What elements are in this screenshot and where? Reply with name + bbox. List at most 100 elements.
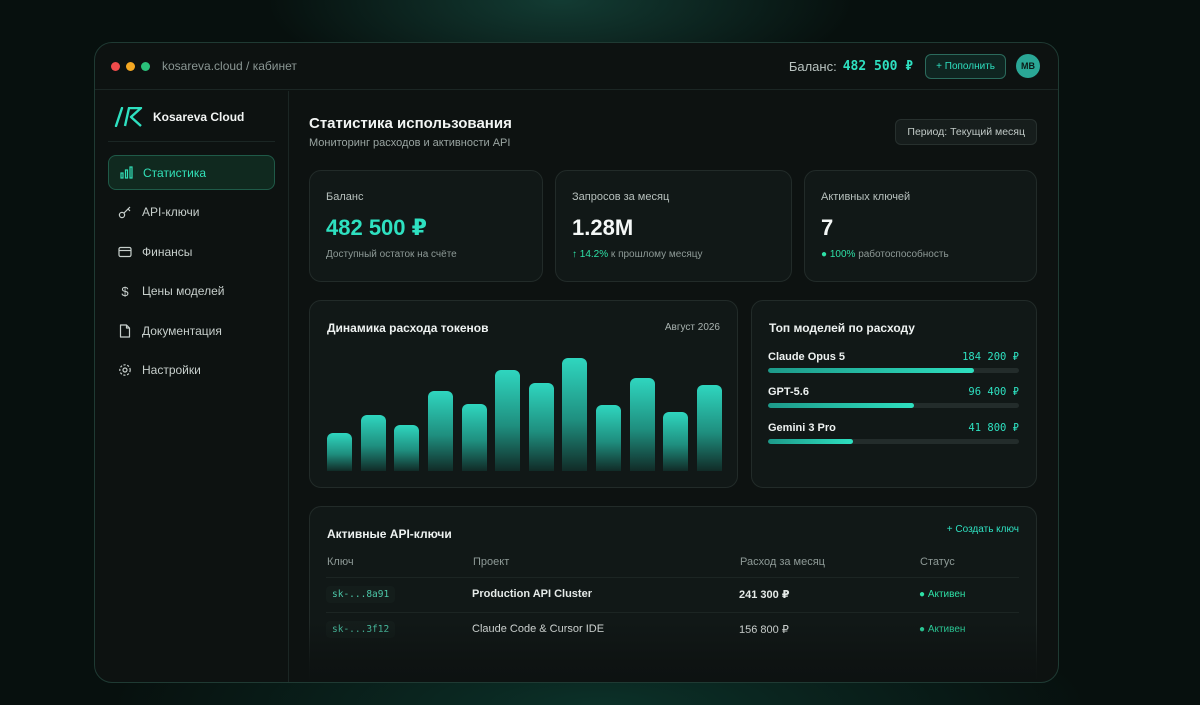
column-header-status[interactable]: Статус: [920, 556, 955, 568]
model-row: Claude Opus 5 184 200 ₽: [768, 351, 1019, 373]
chart-bar[interactable]: [461, 404, 487, 471]
top-models-title: Топ моделей по расходу: [769, 321, 915, 335]
kpi-footnote: Доступный остаток на счёте: [326, 249, 457, 260]
kpi-foot-text: к прошлому месяцу: [610, 249, 703, 260]
card-icon: [118, 245, 132, 259]
chart-bar[interactable]: [327, 432, 352, 471]
status-badge: ● Активен: [919, 589, 966, 600]
kpi-value: 7: [821, 215, 834, 240]
table-row[interactable]: sk-...3f12 Claude Code & Cursor IDE 156 …: [326, 612, 1019, 647]
chart-bar[interactable]: [596, 405, 622, 471]
api-keys-title: Активные API-ключи: [327, 527, 452, 541]
bar-chart-icon: [119, 166, 133, 180]
api-keys-card: Активные API-ключи + Создать ключ Ключ П…: [309, 506, 1037, 682]
sidebar-item-label: Цены моделей: [142, 284, 225, 298]
column-header-project[interactable]: Проект: [473, 556, 510, 568]
kpi-label: Баланс: [326, 191, 364, 203]
model-progress-fill: [768, 403, 914, 408]
kpi-label: Активных ключей: [821, 191, 911, 203]
topup-button[interactable]: + Пополнить: [925, 53, 1006, 79]
brand[interactable]: Kosareva Cloud: [108, 107, 275, 142]
monthly-spend: 241 300 ₽: [739, 589, 790, 601]
balance-label: Баланс:: [788, 58, 837, 74]
bar-chart: [327, 358, 722, 471]
model-name: GPT-5.6: [768, 386, 809, 398]
kpi-card-balance: Баланс 482 500 ₽ Доступный остаток на сч…: [309, 170, 543, 282]
kpi-foot-text: Доступный остаток на счёте: [326, 249, 457, 260]
sidebar-item-label: Настройки: [142, 363, 201, 377]
kpi-status-dot: ● 100%: [821, 249, 856, 260]
balance-value: 482 500 ₽: [842, 58, 914, 74]
kpi-card-keys: Активных ключей 7 ● 100% работоспособнос…: [804, 170, 1037, 282]
page-subtitle: Мониторинг расходов и активности API: [309, 137, 511, 149]
model-progress-track: [768, 439, 1019, 444]
document-icon: [118, 323, 132, 338]
chart-period: Август 2026: [664, 322, 720, 333]
model-name: Gemini 3 Pro: [768, 422, 836, 434]
gear-icon: [118, 363, 132, 377]
sidebar: Kosareva Cloud Статистика API-ключи Фина…: [95, 91, 289, 682]
app-window: kosareva.cloud / кабинет Баланс: 482 500…: [94, 42, 1059, 683]
model-spend: 184 200 ₽: [962, 351, 1019, 363]
sidebar-item-finance[interactable]: Финансы: [108, 234, 275, 269]
model-spend: 96 400 ₽: [968, 386, 1019, 398]
sidebar-item-statistics[interactable]: Статистика: [108, 155, 275, 190]
close-dot[interactable]: [111, 61, 120, 71]
key-icon: [118, 205, 132, 219]
kpi-value: 482 500 ₽: [326, 215, 427, 240]
model-progress-track: [768, 403, 1019, 408]
sidebar-item-label: Документация: [142, 323, 222, 338]
brand-name: Kosareva Cloud: [153, 110, 245, 124]
avatar[interactable]: MB: [1016, 54, 1040, 78]
chart-bar[interactable]: [629, 378, 655, 471]
chart-bar[interactable]: [562, 358, 588, 471]
kpi-trend: ↑ 14.2%: [572, 249, 609, 260]
chart-bar[interactable]: [394, 424, 420, 471]
chart-bar[interactable]: [427, 390, 453, 471]
model-progress-fill: [768, 368, 974, 373]
sidebar-item-label: API-ключи: [142, 205, 200, 219]
minimize-dot[interactable]: [126, 61, 135, 71]
chart-bar[interactable]: [663, 412, 689, 471]
period-select[interactable]: Период: Текущий месяц: [895, 119, 1037, 145]
chart-bar[interactable]: [697, 385, 722, 471]
model-name: Claude Opus 5: [768, 351, 846, 363]
column-header-spend[interactable]: Расход за месяц: [740, 556, 825, 568]
status-badge: ● Активен: [919, 624, 966, 635]
model-row: GPT-5.6 96 400 ₽: [768, 386, 1019, 408]
kpi-foot-text: работоспособность: [858, 249, 949, 260]
model-spend: 41 800 ₽: [968, 422, 1019, 434]
sidebar-item-settings[interactable]: Настройки: [108, 353, 275, 388]
kpi-label: Запросов за месяц: [572, 191, 670, 203]
dollar-icon: $: [121, 283, 129, 299]
kpi-card-requests: Запросов за месяц 1.28M ↑ 14.2% к прошло…: [555, 170, 792, 282]
maximize-dot[interactable]: [141, 61, 150, 71]
chart-bar[interactable]: [528, 382, 554, 471]
chart-title: Динамика расхода токенов: [327, 321, 489, 335]
create-key-button[interactable]: + Создать ключ: [946, 524, 1019, 535]
sidebar-item-api-keys[interactable]: API-ключи: [108, 195, 275, 230]
table-row[interactable]: sk-...8a91 Production API Cluster 241 30…: [326, 577, 1019, 612]
window-controls: [111, 61, 150, 71]
monthly-spend: 156 800 ₽: [739, 624, 789, 636]
model-row: Gemini 3 Pro 41 800 ₽: [768, 422, 1019, 444]
chart-bar[interactable]: [360, 414, 386, 471]
token-chart-card: Динамика расхода токенов Август 2026: [309, 300, 738, 488]
api-key-id[interactable]: sk-...8a91: [326, 586, 396, 603]
title-bar: kosareva.cloud / кабинет Баланс: 482 500…: [95, 43, 1058, 90]
chart-bar[interactable]: [495, 370, 521, 471]
model-progress-fill: [768, 439, 854, 444]
sidebar-item-docs[interactable]: Документация: [108, 313, 275, 348]
url-breadcrumb: kosareva.cloud / кабинет: [162, 59, 297, 73]
sidebar-item-label: Статистика: [143, 165, 207, 180]
project-name: Claude Code & Cursor IDE: [472, 623, 605, 635]
kpi-footnote: ↑ 14.2% к прошлому месяцу: [572, 249, 703, 260]
sidebar-item-model-prices[interactable]: $ Цены моделей: [108, 274, 275, 309]
main-content: Статистика использования Мониторинг расх…: [309, 91, 1037, 682]
column-header-key[interactable]: Ключ: [327, 556, 354, 568]
api-key-id[interactable]: sk-...3f12: [326, 621, 396, 638]
page-title: Статистика использования: [309, 115, 512, 132]
kpi-value: 1.28M: [572, 215, 634, 240]
project-name: Production API Cluster: [472, 588, 592, 600]
model-progress-track: [768, 368, 1019, 373]
